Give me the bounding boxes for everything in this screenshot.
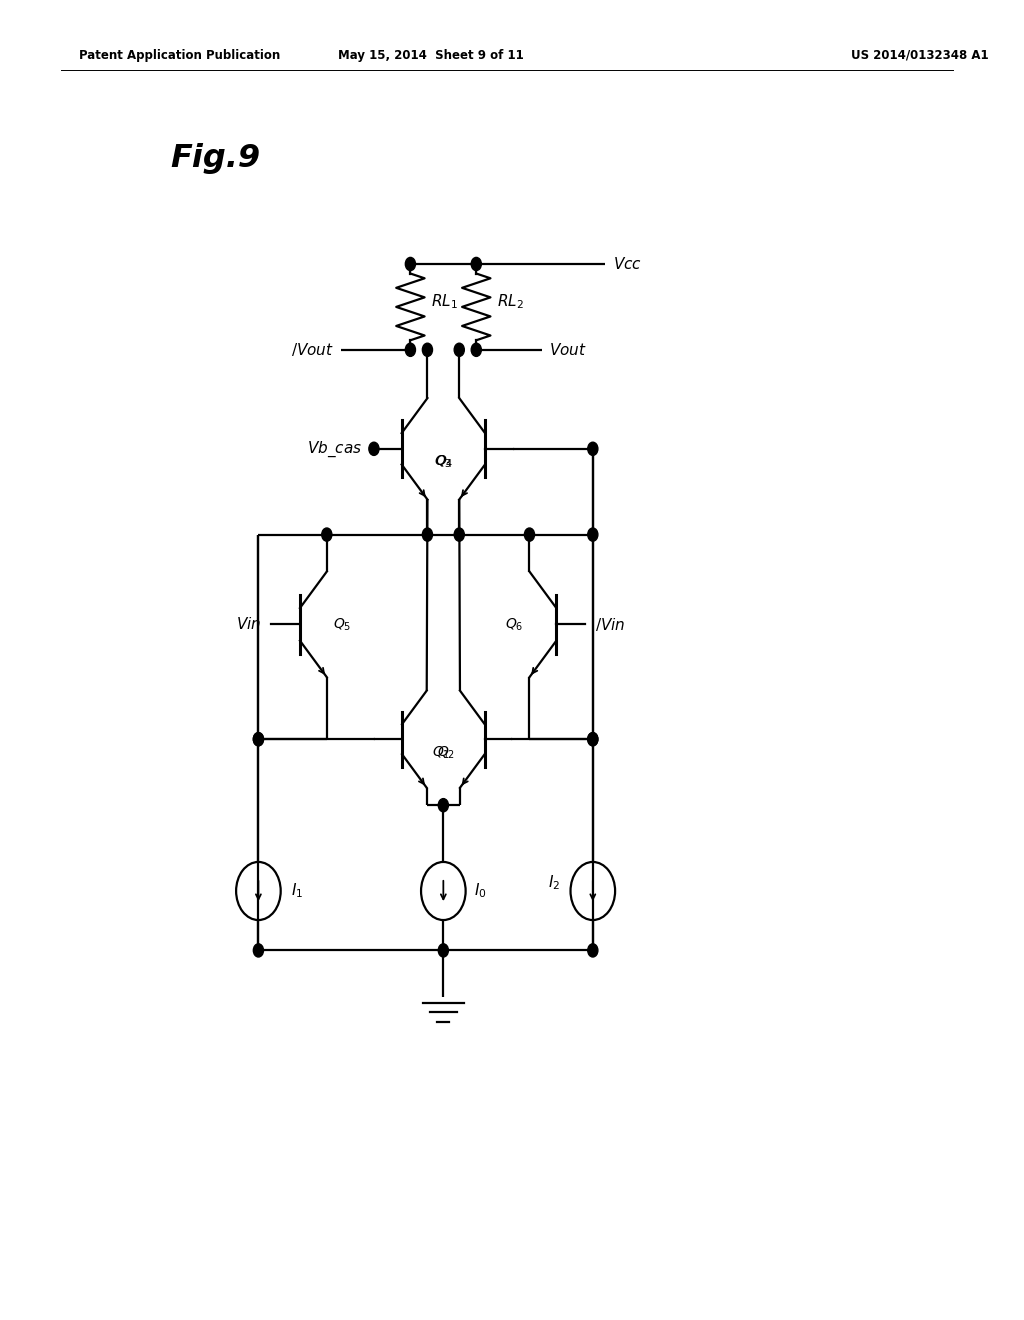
Text: US 2014/0132348 A1: US 2014/0132348 A1	[851, 49, 989, 62]
Text: $Vout$: $Vout$	[549, 342, 587, 358]
Text: $Vin$: $Vin$	[236, 616, 261, 632]
Text: $/Vout$: $/Vout$	[292, 342, 335, 358]
Circle shape	[438, 944, 449, 957]
Circle shape	[588, 528, 598, 541]
Circle shape	[588, 944, 598, 957]
Text: $RL_2$: $RL_2$	[497, 292, 523, 312]
Circle shape	[588, 733, 598, 746]
Circle shape	[422, 528, 432, 541]
Circle shape	[406, 257, 416, 271]
Circle shape	[524, 528, 535, 541]
Circle shape	[406, 343, 416, 356]
Text: $Vcc$: $Vcc$	[613, 256, 642, 272]
Text: $Q_2$: $Q_2$	[437, 744, 455, 760]
Text: $Q_5$: $Q_5$	[333, 616, 351, 632]
Text: $RL_1$: $RL_1$	[431, 292, 458, 312]
Text: Fig.9: Fig.9	[170, 143, 260, 174]
Circle shape	[322, 528, 332, 541]
Text: $Q_3$: $Q_3$	[433, 454, 452, 470]
Text: $Q_6$: $Q_6$	[505, 616, 523, 632]
Circle shape	[471, 257, 481, 271]
Text: $/Vin$: $/Vin$	[595, 616, 626, 632]
Text: $I_0$: $I_0$	[474, 882, 486, 900]
Circle shape	[455, 343, 464, 356]
Text: May 15, 2014  Sheet 9 of 11: May 15, 2014 Sheet 9 of 11	[338, 49, 523, 62]
Circle shape	[422, 343, 432, 356]
Text: $I_2$: $I_2$	[548, 874, 560, 892]
Circle shape	[471, 343, 481, 356]
Circle shape	[455, 528, 464, 541]
Text: $I_1$: $I_1$	[291, 882, 303, 900]
Text: $Vb\_cas$: $Vb\_cas$	[306, 440, 361, 458]
Circle shape	[253, 733, 263, 746]
Circle shape	[438, 799, 449, 812]
Text: $Q_4$: $Q_4$	[434, 454, 454, 470]
Circle shape	[253, 944, 263, 957]
Circle shape	[588, 442, 598, 455]
Circle shape	[369, 442, 379, 455]
Text: Patent Application Publication: Patent Application Publication	[79, 49, 281, 62]
Circle shape	[253, 733, 263, 746]
Text: $Q_1$: $Q_1$	[432, 744, 450, 760]
Circle shape	[588, 733, 598, 746]
